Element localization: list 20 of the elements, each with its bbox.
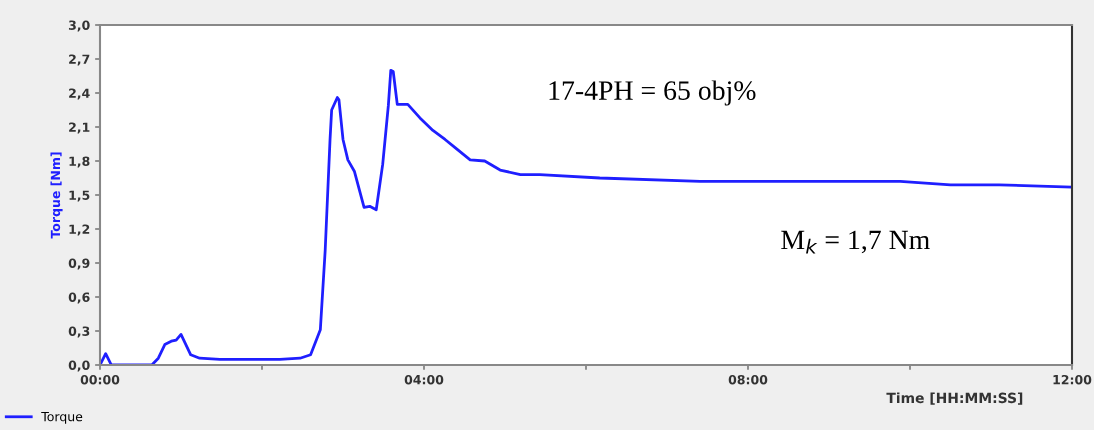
y-tick-label: 3,0 xyxy=(68,20,90,32)
annotation: 17-4PH = 65 obj% xyxy=(549,80,756,106)
x-tick-label: 08:00 xyxy=(728,374,768,385)
y-tick-label: 0,3 xyxy=(68,326,90,338)
y-tick-label: 0,9 xyxy=(68,258,90,270)
y-tick-label: 1,5 xyxy=(69,190,90,202)
x-tick-label: 04:00 xyxy=(404,374,444,385)
y-tick-label: 0,0 xyxy=(68,360,90,372)
y-tick-label: 1,8 xyxy=(69,156,90,168)
annotation: M$_{k}$ = 1,7 Nm xyxy=(781,230,930,254)
y-tick-label: 2,7 xyxy=(69,54,90,66)
y-tick-label: 0,6 xyxy=(68,292,90,304)
legend-label: Torque xyxy=(41,412,83,424)
x-tick-label: 12:00 xyxy=(1053,374,1092,385)
y-tick-label: 1,2 xyxy=(69,224,90,236)
x-axis-title: Time [HH:MM:SS] xyxy=(886,392,1023,405)
y-tick-label: 2,4 xyxy=(69,88,90,100)
x-tick-label: 00:00 xyxy=(80,374,120,385)
y-axis-title: Torque [Nm] xyxy=(50,152,63,239)
y-tick-label: 2,1 xyxy=(69,122,90,134)
